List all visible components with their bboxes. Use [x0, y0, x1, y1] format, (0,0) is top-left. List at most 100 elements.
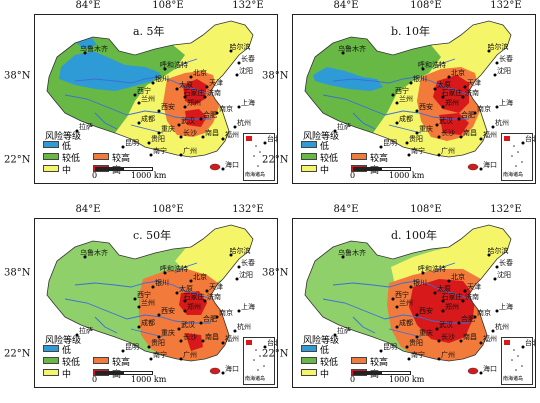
- city-dot: [495, 105, 499, 109]
- city-dot: [151, 81, 155, 85]
- city-dot: [395, 101, 399, 105]
- legend-label-higher: 较高: [370, 154, 389, 164]
- city-dot: [441, 309, 445, 313]
- city-label: 长春: [241, 55, 255, 63]
- city-label: 长春: [499, 55, 513, 63]
- city-label: 昆明: [383, 139, 397, 147]
- city-dot: [435, 327, 439, 331]
- legend: 风险等级 低 较低 较高 中 高: [299, 129, 409, 181]
- city-dot: [415, 313, 419, 317]
- inset-map: [246, 136, 265, 167]
- city-label: 西安: [161, 307, 175, 315]
- city-label: 郑州: [445, 303, 459, 311]
- legend-label-lower: 较低: [320, 358, 339, 368]
- city-dot: [137, 121, 141, 125]
- city-dot: [189, 279, 193, 283]
- city-label: 沈阳: [239, 67, 253, 75]
- city-label: 南宁: [153, 147, 167, 155]
- city-label: 福州: [225, 131, 239, 139]
- city-dot: [395, 305, 399, 309]
- city-dot: [421, 67, 425, 71]
- city-label: 贵阳: [151, 339, 165, 347]
- city-label: 太原: [437, 285, 451, 293]
- inset-island-dot: [259, 151, 261, 153]
- country-boundary: [304, 224, 512, 362]
- city-label: 拉萨: [79, 123, 93, 131]
- city-label: 南京: [219, 105, 233, 113]
- city-label: 济南: [465, 293, 479, 301]
- legend-swatch-medium: [301, 165, 317, 172]
- city-dot: [237, 105, 241, 109]
- city-label: 成都: [399, 319, 413, 327]
- city-label: 武汉: [181, 117, 195, 125]
- river: [174, 262, 198, 274]
- city-label: 合肥: [203, 315, 217, 323]
- city-dot: [441, 299, 445, 303]
- city-dot: [121, 145, 125, 149]
- city-dot: [521, 345, 525, 349]
- city-label: 沈阳: [497, 271, 511, 279]
- south-china-sea-inset: 南海诸岛: [501, 133, 533, 181]
- risk-zone-medium: [175, 225, 253, 283]
- lon-tick: 84°E: [333, 204, 359, 215]
- legend-label-low: 低: [320, 346, 330, 356]
- city-label: 呼和浩特: [160, 265, 188, 273]
- scale-bar-graphic: [95, 371, 153, 375]
- city-label: 拉萨: [79, 327, 93, 335]
- city-label: 武汉: [439, 117, 453, 125]
- river: [432, 58, 456, 70]
- panel-title: d. 100年: [391, 229, 438, 242]
- city-label: 成都: [399, 115, 413, 123]
- city-dot: [199, 117, 203, 121]
- city-dot: [235, 73, 239, 77]
- scale-length: 1000 km: [131, 171, 167, 180]
- city-dot: [391, 297, 395, 301]
- lat-tick: 22°N: [4, 154, 31, 166]
- city-dot: [487, 49, 491, 53]
- city-dot: [479, 371, 483, 375]
- river: [74, 280, 212, 300]
- city-label: 石家庄: [441, 89, 463, 97]
- risk-zones: [305, 225, 511, 361]
- city-label: 北京: [451, 69, 465, 77]
- city-dot: [221, 371, 225, 375]
- city-dot: [461, 95, 465, 99]
- legend-swatch-low: [301, 141, 317, 148]
- city-dot: [199, 321, 203, 325]
- city-label: 武汉: [439, 321, 453, 329]
- city-dot: [473, 111, 477, 115]
- scale-zero: 0: [350, 171, 356, 180]
- city-label: 天津: [209, 79, 223, 87]
- city-label: 武汉: [181, 321, 195, 329]
- city-dot: [491, 329, 495, 333]
- inset-map: [504, 136, 523, 167]
- city-label: 南宁: [411, 351, 425, 359]
- inset-island-dot: [259, 355, 261, 357]
- city-label: 南京: [219, 309, 233, 317]
- lon-tick: 84°E: [75, 204, 101, 215]
- city-label: 南昌: [205, 333, 219, 341]
- city-label: 台北: [525, 339, 535, 347]
- city-label: 南京: [477, 105, 491, 113]
- city-dot: [151, 285, 155, 289]
- lat-tick: 38°N: [4, 267, 31, 279]
- city-dot: [175, 291, 179, 295]
- city-dot: [391, 93, 395, 97]
- legend: 风险等级 低 较低 较高 中 高: [299, 333, 409, 385]
- city-label: 上海: [241, 303, 255, 311]
- river: [74, 76, 212, 96]
- city-label: 贵阳: [151, 135, 165, 143]
- city-label: 拉萨: [337, 327, 351, 335]
- inset-coast: [246, 136, 252, 141]
- city-label: 北京: [451, 273, 465, 281]
- city-dot: [121, 349, 125, 353]
- city-label: 沈阳: [239, 271, 253, 279]
- map-frame: b. 10年 风险等级 低 较低 较高 中 高 0 1000 km 南海诸岛: [292, 14, 536, 184]
- city-label: 南昌: [463, 333, 477, 341]
- legend-label-low: 低: [62, 142, 72, 152]
- lon-tick: 84°E: [333, 0, 359, 11]
- city-label: 台北: [267, 339, 277, 347]
- inset-island-dot: [511, 155, 513, 157]
- city-label: 福州: [225, 335, 239, 343]
